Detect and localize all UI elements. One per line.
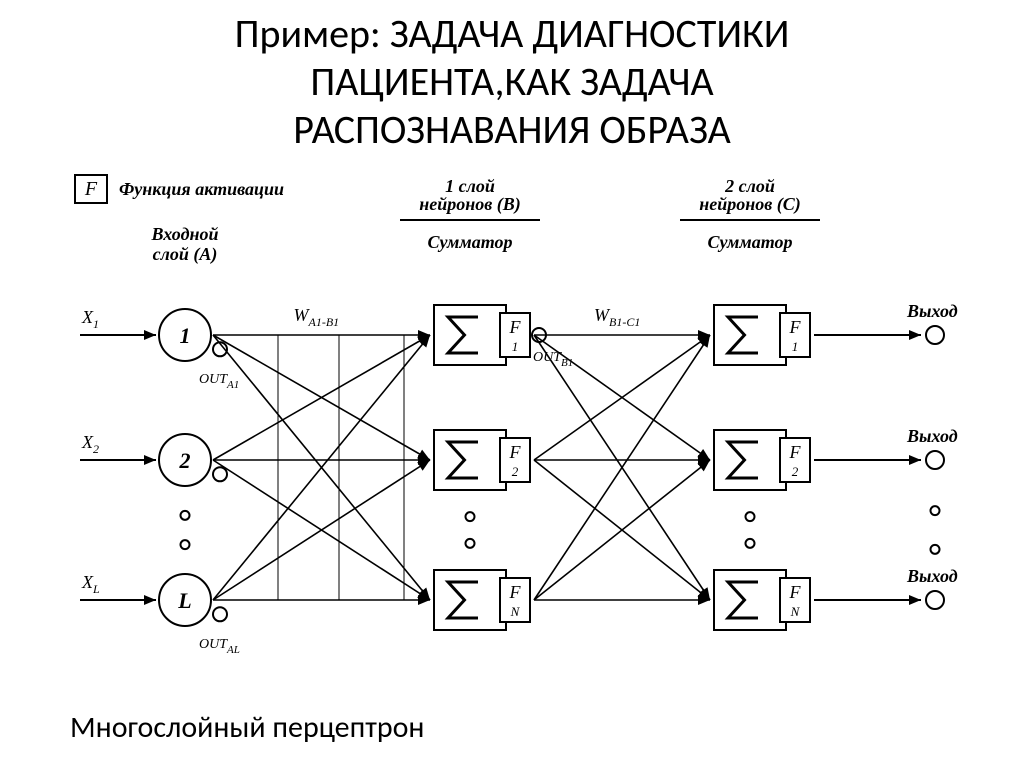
svg-text:N: N (510, 604, 521, 619)
svg-text:Функция активации: Функция активации (119, 179, 284, 199)
svg-text:Выход: Выход (906, 566, 958, 586)
svg-text:X2: X2 (81, 432, 99, 456)
svg-text:WВ1-С1: WВ1-С1 (594, 305, 640, 329)
svg-text:F: F (789, 582, 802, 602)
svg-text:1: 1 (180, 323, 191, 348)
svg-text:L: L (177, 588, 191, 613)
svg-text:Входной: Входной (151, 224, 219, 244)
title-line-1: Пример: ЗАДАЧА ДИАГНОСТИКИ (235, 9, 790, 58)
svg-text:OUTA1: OUTA1 (199, 372, 239, 391)
svg-text:X1: X1 (81, 307, 99, 331)
svg-text:F: F (84, 178, 98, 200)
svg-text:2: 2 (512, 464, 519, 479)
svg-text:F: F (789, 442, 802, 462)
svg-text:XL: XL (81, 572, 100, 596)
svg-text:F: F (509, 317, 522, 337)
svg-text:Выход: Выход (906, 301, 958, 321)
svg-text:1: 1 (512, 339, 519, 354)
svg-text:1: 1 (792, 339, 799, 354)
title-line-2: ПАЦИЕНТА,КАК ЗАДАЧА (310, 57, 713, 106)
svg-text:F: F (509, 582, 522, 602)
perceptron-diagram: FФункция активацииВходнойслой (А)1 слойн… (70, 170, 975, 670)
svg-text:нейронов (С): нейронов (С) (699, 194, 801, 215)
svg-text:Сумматор: Сумматор (428, 232, 513, 252)
svg-text:2: 2 (792, 464, 799, 479)
svg-text:Выход: Выход (906, 426, 958, 446)
svg-text:2: 2 (179, 448, 191, 473)
svg-text:1 слой: 1 слой (445, 176, 495, 196)
svg-text:нейронов (В): нейронов (В) (419, 194, 521, 215)
svg-text:Сумматор: Сумматор (708, 232, 793, 252)
svg-text:2 слой: 2 слой (724, 176, 775, 196)
caption: Многослойный перцептрон (70, 709, 424, 746)
slide-title: Пример: ЗАДАЧА ДИАГНОСТИКИ ПАЦИЕНТА,КАК … (0, 10, 1024, 154)
svg-text:слой (А): слой (А) (153, 244, 218, 265)
svg-text:OUTAL: OUTAL (199, 637, 240, 656)
svg-text:F: F (789, 317, 802, 337)
svg-text:WА1-В1: WА1-В1 (294, 305, 340, 329)
svg-text:N: N (790, 604, 801, 619)
svg-text:F: F (509, 442, 522, 462)
title-line-3: РАСПОЗНАВАНИЯ ОБРАЗА (293, 105, 731, 154)
